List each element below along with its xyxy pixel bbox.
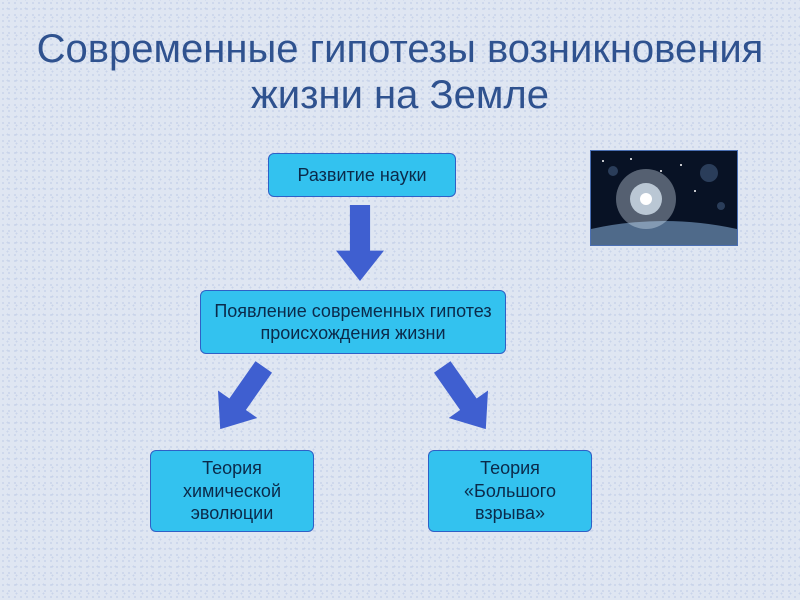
node-label: Появление современных гипотез происхожде… xyxy=(209,300,497,345)
arrow-down-right-icon xyxy=(423,353,506,443)
slide: Современные гипотезы возникновения жизни… xyxy=(0,0,800,600)
node-label: Развитие науки xyxy=(297,164,426,187)
node-chemical-evolution: Теория химической эволюции xyxy=(150,450,314,532)
space-illustration xyxy=(590,150,738,246)
node-big-bang: Теория «Большого взрыва» xyxy=(428,450,592,532)
node-label: Теория «Большого взрыва» xyxy=(437,457,583,525)
arrow-down-icon xyxy=(336,205,384,281)
arrow-down-left-icon xyxy=(201,353,284,443)
node-label: Теория химической эволюции xyxy=(159,457,305,525)
node-modern-hypotheses: Появление современных гипотез происхожде… xyxy=(200,290,506,354)
node-science-development: Развитие науки xyxy=(268,153,456,197)
slide-title: Современные гипотезы возникновения жизни… xyxy=(0,26,800,118)
